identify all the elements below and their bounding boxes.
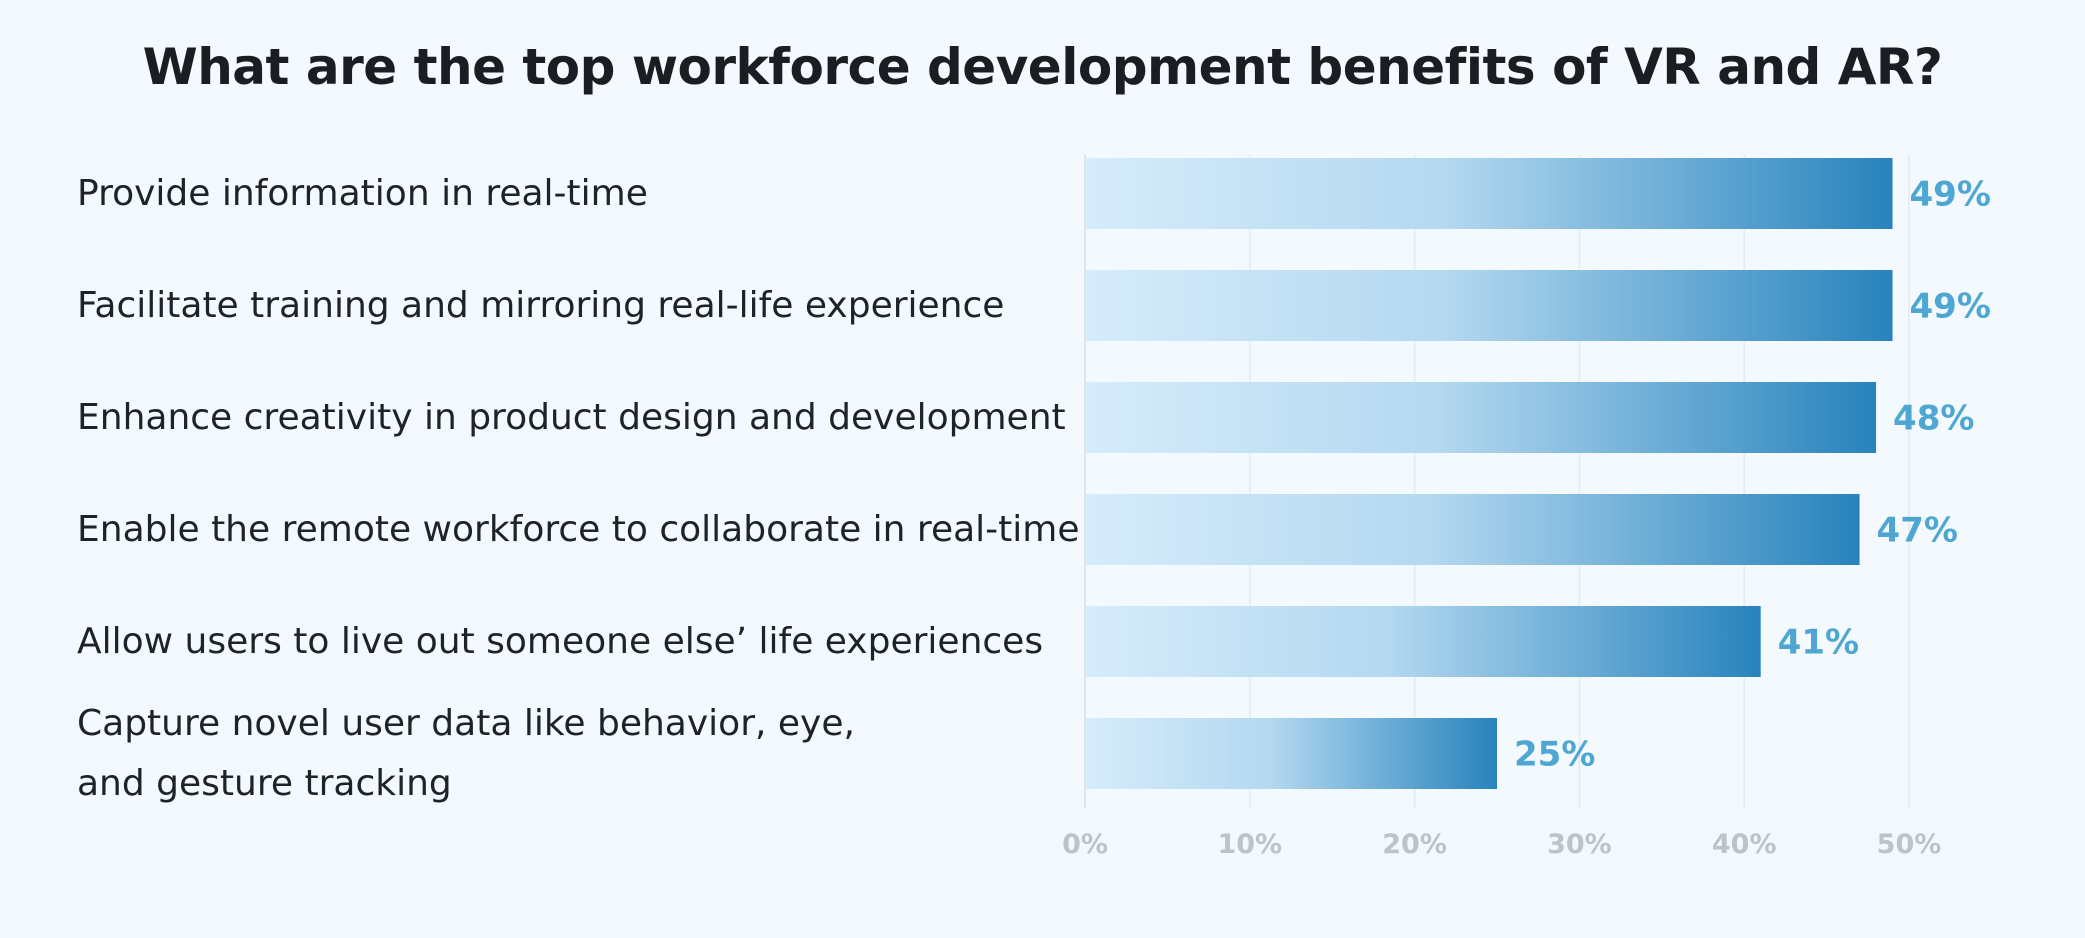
value-label: 41%	[1778, 623, 1859, 663]
category-label-line: Provide information in real-time	[77, 172, 648, 214]
bar	[1085, 718, 1497, 789]
category-label-line: Enhance creativity in product design and…	[77, 396, 1066, 438]
gridlines	[1084, 155, 1910, 808]
chart-title: What are the top workforce development b…	[142, 38, 1943, 96]
value-label: 49%	[1910, 287, 1991, 327]
bar	[1085, 158, 1893, 229]
value-label: 47%	[1877, 511, 1958, 551]
x-tick-label: 40%	[1712, 829, 1777, 860]
x-tick-label: 50%	[1877, 829, 1942, 860]
x-tick-label: 0%	[1062, 829, 1108, 860]
bar	[1085, 606, 1761, 677]
category-label: Enhance creativity in product design and…	[77, 388, 1067, 448]
category-label: Provide information in real-time	[77, 164, 1067, 224]
category-label-line: Facilitate training and mirroring real-l…	[77, 284, 1005, 326]
value-label: 48%	[1893, 399, 1974, 439]
bar	[1085, 270, 1893, 341]
value-label: 49%	[1910, 175, 1991, 215]
category-label-line: and gesture tracking	[77, 762, 452, 804]
category-label-line: Capture novel user data like behavior, e…	[77, 702, 855, 744]
x-tick-labels: 0% 10% 20% 30% 40% 50%	[1062, 829, 1941, 860]
x-tick-label: 20%	[1382, 829, 1447, 860]
category-label: Capture novel user data like behavior, e…	[77, 694, 1067, 814]
category-label: Allow users to live out someone else’ li…	[77, 612, 1067, 672]
x-tick-label: 30%	[1547, 829, 1612, 860]
category-label: Facilitate training and mirroring real-l…	[77, 276, 1067, 336]
value-label: 25%	[1514, 735, 1595, 775]
bar	[1085, 494, 1860, 565]
category-label-line: Allow users to live out someone else’ li…	[77, 620, 1044, 662]
bar	[1085, 382, 1877, 453]
bars	[1085, 158, 1893, 789]
value-labels: 49% 49% 48% 47% 41% 25%	[1514, 175, 1991, 775]
x-tick-label: 10%	[1217, 829, 1282, 860]
category-label-line: Enable the remote workforce to collabora…	[77, 508, 1080, 550]
category-label: Enable the remote workforce to collabora…	[77, 500, 1080, 560]
